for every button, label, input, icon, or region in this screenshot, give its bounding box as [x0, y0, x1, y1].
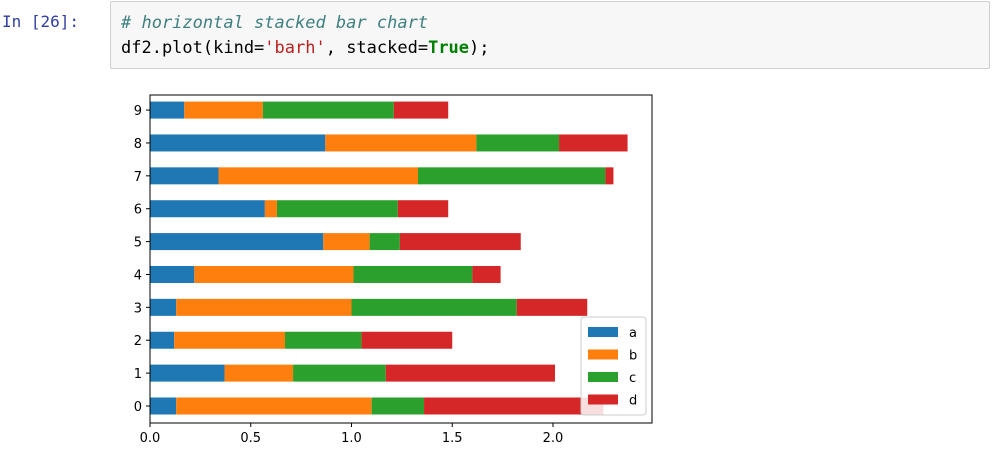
legend-label-c: c	[629, 371, 636, 386]
legend	[580, 316, 647, 416]
bar-b-9	[184, 101, 263, 119]
bar-a-9	[150, 101, 185, 119]
x-tick-label-0: 0.0	[140, 431, 161, 446]
cell-prompt: In [26]:	[2, 12, 80, 31]
code-comment: # horizontal stacked bar chart	[121, 13, 429, 33]
bar-c-9	[262, 101, 394, 119]
legend-label-d: d	[629, 394, 637, 409]
bar-a-3	[150, 298, 177, 316]
y-tick-label-9: 9	[134, 104, 142, 119]
bar-d-5	[399, 233, 521, 251]
code-prefix: df2.plot(kind=	[121, 38, 265, 58]
y-tick-label-3: 3	[134, 301, 142, 316]
legend-label-a: a	[629, 326, 637, 341]
bar-b-2	[174, 331, 286, 349]
bar-a-5	[150, 233, 324, 251]
bar-c-4	[353, 265, 473, 283]
bar-c-5	[369, 233, 400, 251]
y-tick-label-6: 6	[134, 203, 142, 218]
y-tick-label-8: 8	[134, 137, 142, 152]
bar-c-0	[371, 397, 425, 415]
bar-d-0	[424, 397, 604, 415]
bar-c-8	[476, 134, 560, 152]
legend-swatch-b	[588, 349, 618, 360]
bar-a-6	[150, 200, 265, 218]
code-text[interactable]: # horizontal stacked bar chart df2.plot(…	[121, 11, 490, 61]
bar-c-3	[351, 298, 517, 316]
bar-b-3	[176, 298, 352, 316]
y-tick-label-2: 2	[134, 334, 142, 349]
bar-d-9	[393, 101, 449, 119]
legend-swatch-c	[588, 372, 618, 382]
bar-d-1	[385, 364, 556, 382]
x-tick-label-1: 0.5	[240, 431, 261, 446]
bar-b-8	[325, 134, 477, 152]
code-keyword: True	[428, 38, 470, 58]
bar-a-1	[150, 364, 225, 382]
y-tick-label-7: 7	[134, 170, 142, 185]
code-cell[interactable]: # horizontal stacked bar chart df2.plot(…	[110, 1, 990, 69]
y-tick-label-4: 4	[134, 268, 142, 283]
code-string: 'barh'	[264, 38, 326, 58]
legend-swatch-d	[588, 394, 618, 405]
bar-a-2	[150, 331, 175, 349]
bar-d-2	[361, 331, 453, 349]
x-tick-label-3: 1.5	[442, 431, 463, 446]
bar-c-6	[276, 200, 398, 218]
legend-label-b: b	[629, 349, 637, 364]
bar-b-6	[264, 200, 277, 218]
code-suffix: );	[469, 38, 490, 58]
bar-d-7	[605, 167, 614, 185]
bar-c-1	[293, 364, 386, 382]
bar-a-0	[150, 397, 177, 415]
bar-c-2	[285, 331, 362, 349]
x-tick-label-4: 2.0	[543, 431, 564, 446]
bar-b-4	[194, 265, 354, 283]
bar-a-7	[150, 167, 219, 185]
bar-b-1	[224, 364, 294, 382]
y-tick-label-0: 0	[134, 400, 142, 415]
legend-swatch-a	[588, 327, 618, 337]
y-tick-label-1: 1	[134, 367, 142, 382]
bar-a-8	[150, 134, 326, 152]
code-middle: , stacked=	[325, 38, 429, 58]
bar-d-4	[472, 265, 501, 283]
bar-d-6	[397, 200, 449, 218]
bar-b-0	[176, 397, 372, 415]
bar-b-5	[323, 233, 370, 251]
x-tick-label-2: 1.0	[341, 431, 362, 446]
bar-d-3	[516, 298, 588, 316]
y-tick-label-5: 5	[134, 236, 142, 251]
bar-c-7	[417, 167, 606, 185]
bar-d-8	[559, 134, 628, 152]
bar-b-7	[218, 167, 418, 185]
bar-a-4	[150, 265, 195, 283]
plot-frame	[149, 94, 653, 424]
